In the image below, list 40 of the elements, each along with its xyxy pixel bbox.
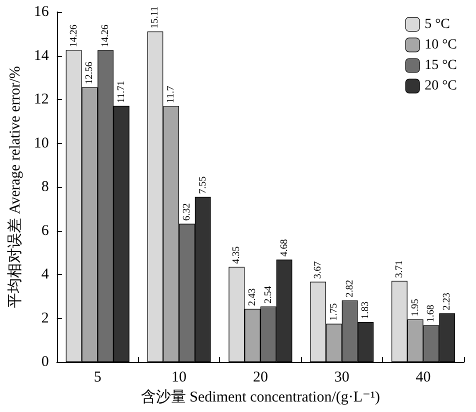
x-tick-label: 10 <box>172 370 187 386</box>
y-tick-label: 14 <box>34 48 50 64</box>
x-tick-label: 40 <box>416 370 431 386</box>
data-label: 1.75 <box>328 303 340 321</box>
y-tick-label: 2 <box>41 310 49 326</box>
data-label: 2.82 <box>344 280 356 298</box>
data-label: 11.71 <box>116 80 127 103</box>
data-label: 2.23 <box>442 292 453 310</box>
y-tick-label: 4 <box>41 266 50 282</box>
x-tick-label: 20 <box>252 370 268 386</box>
legend-label: 10 °C <box>424 37 457 52</box>
data-label: 1.83 <box>360 301 372 319</box>
legend-label: 15 °C <box>424 58 457 73</box>
data-label: 14.26 <box>68 24 80 48</box>
y-tick-label: 8 <box>41 179 49 195</box>
legend-label: 5 °C <box>424 16 450 32</box>
data-label: 7.55 <box>197 176 208 194</box>
data-label: 11.7 <box>166 86 177 104</box>
data-label: 3.71 <box>394 260 405 278</box>
y-tick-label: 6 <box>41 222 50 239</box>
data-label: 1.95 <box>410 298 421 316</box>
y-tick-label: 0 <box>41 354 49 370</box>
data-label: 2.43 <box>247 288 258 306</box>
y-axis-title: 平均相对误差 Average relative error/% <box>6 66 24 308</box>
y-tick-label: 12 <box>34 92 49 108</box>
data-label: 6.32 <box>181 203 192 221</box>
data-label: 4.68 <box>278 239 290 257</box>
data-label: 14.26 <box>100 24 112 48</box>
data-label: 4.35 <box>231 246 242 264</box>
legend-label: 20 °C <box>424 78 457 94</box>
y-tick-label: 16 <box>34 4 50 20</box>
data-label: 2.54 <box>262 286 274 304</box>
x-tick-label: 5 <box>94 370 102 386</box>
data-label: 1.68 <box>426 304 437 322</box>
data-label: 3.67 <box>312 261 324 279</box>
y-tick-label: 10 <box>34 135 49 152</box>
x-axis-title: 含沙量 Sediment concentration/(g·L⁻¹) <box>140 388 380 406</box>
data-label: 12.56 <box>84 62 96 84</box>
data-label: 15.11 <box>150 6 161 28</box>
x-tick-label: 30 <box>334 370 350 386</box>
